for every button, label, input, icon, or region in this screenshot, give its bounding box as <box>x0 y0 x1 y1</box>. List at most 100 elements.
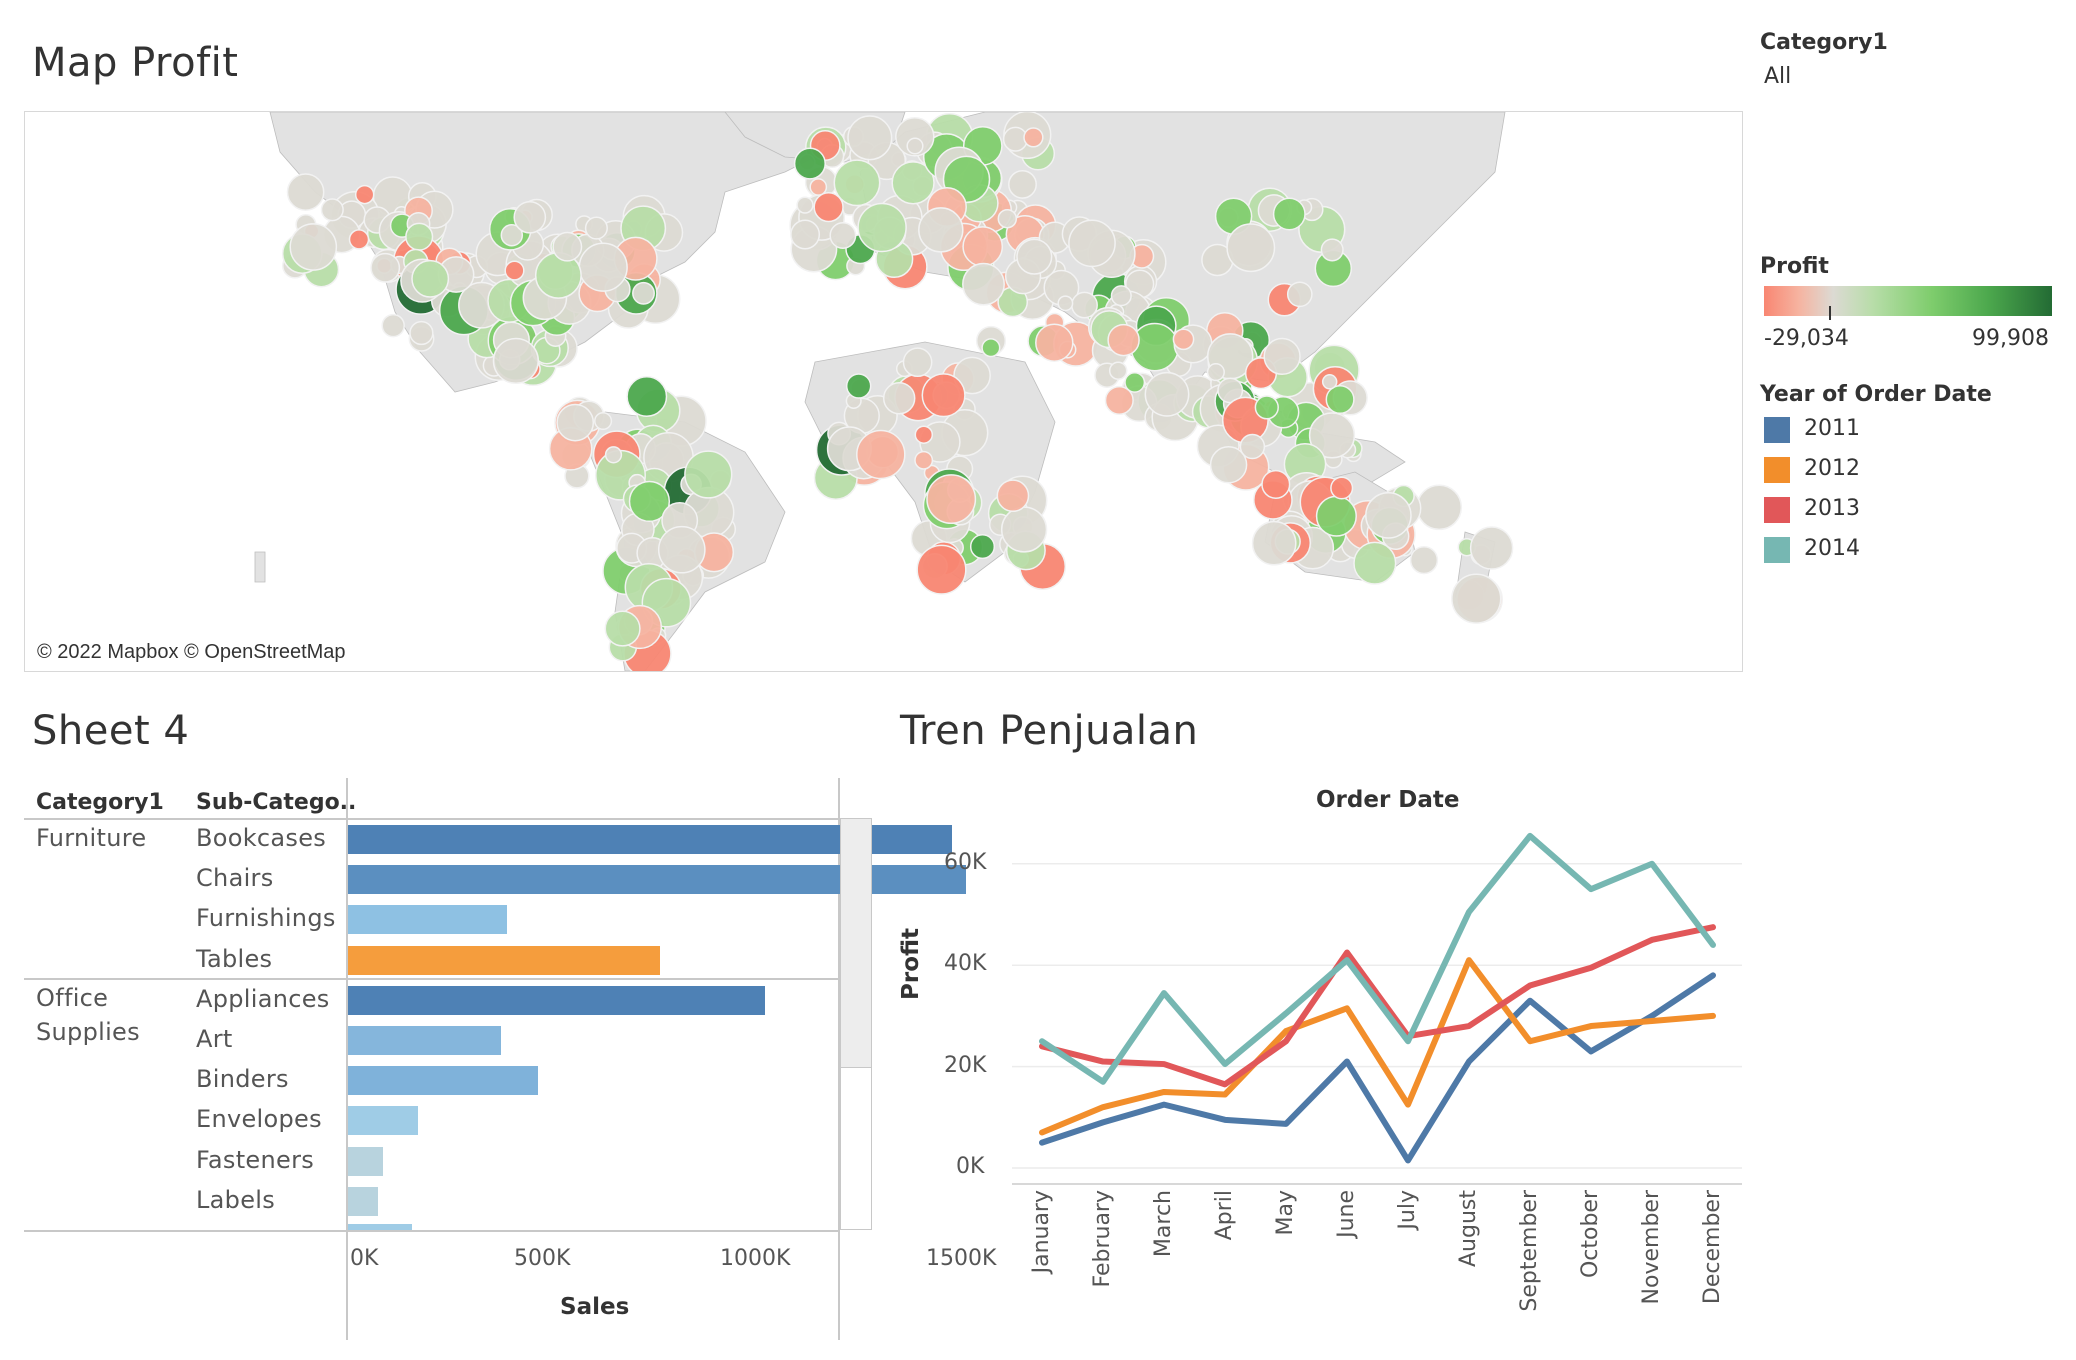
profit-bubble[interactable] <box>1320 238 1344 262</box>
subcategory-label[interactable]: Bookcases <box>196 824 327 852</box>
profit-bubble[interactable] <box>916 544 967 595</box>
profit-bubble[interactable] <box>626 376 668 417</box>
profit-bubble[interactable] <box>1144 371 1190 417</box>
profit-bubble[interactable] <box>552 231 583 262</box>
profit-bubble[interactable] <box>286 173 325 211</box>
profit-bubble[interactable] <box>918 207 964 253</box>
sales-bar[interactable] <box>348 1106 419 1136</box>
profit-bubble[interactable] <box>833 159 881 207</box>
category-label-office-line1[interactable]: Office <box>36 984 109 1012</box>
profit-bubble[interactable] <box>857 202 907 253</box>
profit-bubble[interactable] <box>370 252 401 283</box>
vertical-scrollbar[interactable] <box>840 818 872 1230</box>
sales-bar[interactable] <box>348 905 507 935</box>
profit-bubble[interactable] <box>906 137 924 155</box>
profit-bubble[interactable] <box>409 320 434 346</box>
profit-bubble[interactable] <box>809 178 828 196</box>
profit-bubble[interactable] <box>829 222 857 249</box>
profit-bubble[interactable] <box>684 450 733 499</box>
profit-bubble[interactable] <box>320 198 344 222</box>
profit-bubble[interactable] <box>895 117 935 157</box>
category-filter-value[interactable]: All <box>1764 64 1792 89</box>
profit-bubble[interactable] <box>1108 361 1128 380</box>
profit-bubble[interactable] <box>411 259 450 298</box>
scrollbar-thumb[interactable] <box>841 819 871 1068</box>
profit-bubble[interactable] <box>969 534 996 560</box>
profit-bubble[interactable] <box>847 115 893 161</box>
profit-bubble[interactable] <box>628 480 671 523</box>
sales-bar[interactable] <box>348 985 765 1015</box>
profit-bubble[interactable] <box>845 373 872 399</box>
subcategory-label[interactable]: Tables <box>196 944 273 973</box>
profit-bubble[interactable] <box>902 347 933 378</box>
profit-bubble[interactable] <box>1308 412 1356 459</box>
profit-bubble[interactable] <box>1008 169 1037 199</box>
profit-bubble[interactable] <box>1104 385 1134 415</box>
profit-bubble[interactable] <box>657 525 706 574</box>
profit-bubble[interactable] <box>1325 384 1355 415</box>
category-label-furniture[interactable]: Furniture <box>36 824 147 852</box>
year-swatch-2013[interactable] <box>1764 497 1790 523</box>
subcategory-label[interactable]: Fasteners <box>196 1145 315 1174</box>
sales-bar[interactable] <box>348 945 660 975</box>
profit-bubble[interactable] <box>962 262 1005 306</box>
profit-bubble[interactable] <box>1353 541 1397 585</box>
profit-bubble[interactable] <box>1286 281 1313 308</box>
profit-bubble[interactable] <box>1206 363 1225 382</box>
profit-bubble[interactable] <box>1057 295 1074 312</box>
subcategory-label[interactable]: Appliances <box>196 984 330 1013</box>
profit-bubble[interactable] <box>1172 328 1195 351</box>
subcategory-label[interactable]: Chairs <box>196 864 274 893</box>
profit-line-2012[interactable] <box>1039 957 1716 1136</box>
profit-bubble[interactable] <box>1321 374 1338 390</box>
profit-map[interactable]: © 2022 Mapbox © OpenStreetMap <box>24 111 1743 672</box>
sales-bar[interactable] <box>348 1186 379 1216</box>
profit-bubble[interactable] <box>891 161 935 205</box>
profit-bubble[interactable] <box>996 479 1030 513</box>
year-label-2014[interactable]: 2014 <box>1804 536 1860 561</box>
profit-bubble[interactable] <box>1251 520 1297 566</box>
sales-bar[interactable] <box>348 1146 383 1176</box>
subcategory-label[interactable]: Labels <box>196 1185 276 1214</box>
map-canvas[interactable] <box>25 112 1742 671</box>
profit-bubble[interactable] <box>914 425 934 444</box>
year-label-2013[interactable]: 2013 <box>1804 496 1860 521</box>
profit-bubble[interactable] <box>289 223 338 271</box>
sales-bar[interactable] <box>348 1026 502 1055</box>
profit-bubbles[interactable] <box>281 112 1514 671</box>
subcategory-label[interactable]: Envelopes <box>196 1105 322 1134</box>
profit-bubble[interactable] <box>856 429 906 480</box>
profit-bubble[interactable] <box>997 208 1018 229</box>
profit-bubble[interactable] <box>1263 337 1301 376</box>
profit-bubble[interactable] <box>556 403 595 442</box>
col-header-category[interactable]: Category1 <box>36 790 164 815</box>
profit-bubble[interactable] <box>1239 433 1266 460</box>
profit-bubble[interactable] <box>1365 492 1412 539</box>
profit-bubble[interactable] <box>1409 545 1439 575</box>
profit-bubble[interactable] <box>632 281 655 305</box>
profit-bubble[interactable] <box>604 446 623 464</box>
profit-bubble[interactable] <box>1035 323 1074 362</box>
profit-bubble[interactable] <box>1261 469 1291 499</box>
profit-bubble[interactable] <box>594 411 613 431</box>
profit-bubble[interactable] <box>1272 197 1306 231</box>
profit-bubble[interactable] <box>500 223 524 247</box>
subcategory-label[interactable]: Art <box>196 1025 233 1053</box>
profit-bubble[interactable] <box>513 200 547 234</box>
profit-bubble[interactable] <box>504 260 525 281</box>
year-swatch-2014[interactable] <box>1764 537 1790 563</box>
profit-line-2014[interactable] <box>1039 832 1716 1085</box>
profit-bubble[interactable] <box>813 191 844 223</box>
profit-bubble[interactable] <box>1068 219 1116 268</box>
profit-bubble[interactable] <box>1451 573 1502 624</box>
profit-bubble[interactable] <box>492 337 540 385</box>
profit-bubble[interactable] <box>381 313 405 338</box>
profit-bubble[interactable] <box>1124 371 1146 393</box>
profit-bubble[interactable] <box>926 474 977 525</box>
year-swatch-2012[interactable] <box>1764 457 1790 483</box>
profit-bubble[interactable] <box>921 373 966 418</box>
subcategory-label[interactable]: Furnishings <box>196 904 336 933</box>
profit-bubble[interactable] <box>953 356 991 395</box>
profit-bubble[interactable] <box>790 219 821 250</box>
